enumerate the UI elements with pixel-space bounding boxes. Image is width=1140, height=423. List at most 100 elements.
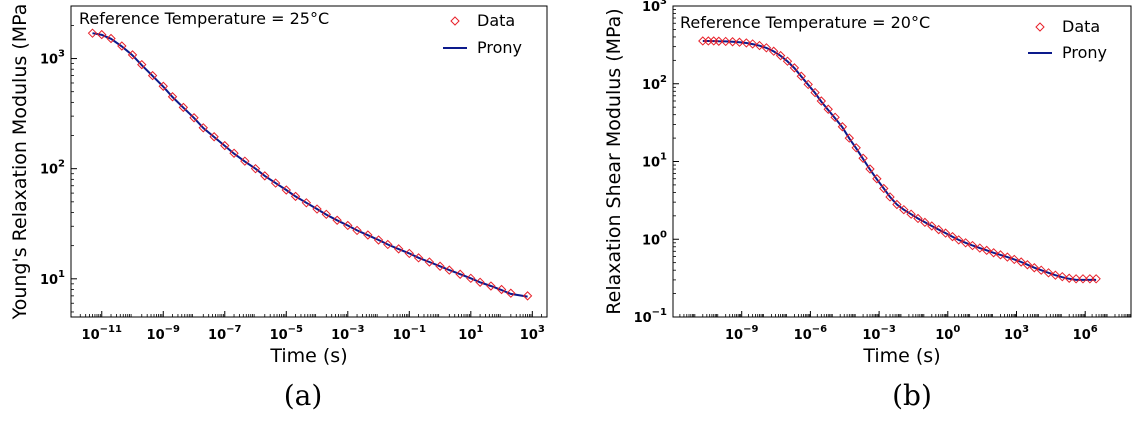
data-point — [312, 204, 322, 214]
x-tick-label: 101 — [458, 324, 483, 343]
x-tick-label: 103 — [1004, 324, 1029, 343]
data-point — [803, 79, 813, 90]
data-point — [858, 153, 868, 163]
legend: Data Prony — [443, 11, 522, 57]
data-point — [1016, 257, 1026, 267]
data-point — [106, 33, 116, 44]
y-axis-label: Young's Relaxation Modulus (MPa — [9, 4, 31, 321]
reference-temperature-annotation: Reference Temperature = 20°C — [680, 13, 930, 32]
x-tick-label: 10−9 — [725, 324, 758, 343]
data-point — [927, 221, 937, 231]
data-point — [720, 36, 731, 47]
data-point — [761, 43, 772, 53]
data-point — [363, 230, 373, 240]
data-point — [290, 191, 301, 202]
data-point — [954, 235, 964, 245]
data-point — [127, 50, 138, 60]
prony-series-line — [702, 40, 1097, 281]
data-point — [167, 92, 178, 102]
data-point — [301, 198, 312, 208]
x-axis-ticks: 10−9 10−6 10−3 100 103 106 — [725, 311, 1098, 343]
data-point — [496, 284, 507, 295]
data-point — [920, 217, 930, 228]
x-tick-label: 10−5 — [270, 324, 303, 343]
plot-frame — [672, 5, 1132, 318]
chart-panel-b: 10−9 10−6 10−3 100 103 106 10−1 100 101 102 103 Ref… — [603, 0, 1132, 412]
data-point — [1057, 271, 1068, 282]
legend-data-label: Data — [477, 11, 515, 30]
y-axis-label: Relaxation Shear Modulus (MPa) — [603, 8, 625, 314]
subfigure-label: (a) — [284, 379, 323, 412]
data-point — [506, 288, 516, 298]
legend-data-label: Data — [1062, 17, 1100, 36]
data-point — [475, 277, 485, 287]
data-point — [913, 213, 923, 224]
y-tick-label: 102 — [642, 74, 667, 93]
x-axis-label: Time (s) — [269, 345, 347, 367]
prony-series-line — [92, 32, 528, 298]
data-point — [486, 281, 496, 291]
data-point — [178, 102, 189, 113]
data-point — [1085, 274, 1095, 284]
data-point — [947, 231, 958, 242]
x-tick-label: 10−3 — [331, 324, 364, 343]
data-point — [250, 163, 261, 174]
y-axis-ticks: 101 102 103 — [40, 49, 77, 288]
data-point — [220, 140, 230, 151]
data-point — [240, 156, 250, 166]
data-point — [352, 225, 362, 236]
y-tick-label: 102 — [40, 159, 65, 178]
data-point — [975, 243, 985, 253]
data-point — [229, 148, 239, 158]
data-point — [1002, 252, 1013, 262]
data-point — [1064, 273, 1074, 283]
data-series — [698, 36, 1101, 284]
data-point — [198, 123, 208, 133]
data-point — [147, 70, 158, 81]
x-tick-label: 10−11 — [82, 324, 122, 343]
data-point — [343, 220, 353, 231]
data-point — [960, 238, 971, 248]
legend-data-marker — [1035, 22, 1045, 32]
data-point — [823, 104, 833, 114]
data-point — [830, 112, 840, 123]
data-point — [734, 37, 745, 47]
data-point — [940, 228, 951, 238]
data-point — [995, 250, 1006, 260]
data-point — [851, 143, 861, 153]
data-point — [466, 273, 476, 284]
x-tick-label: 10−1 — [393, 324, 426, 343]
data-point — [1043, 268, 1054, 278]
y-tick-label: 100 — [642, 229, 667, 248]
data-point — [906, 209, 916, 219]
legend-data-marker — [450, 16, 460, 26]
data-point — [404, 248, 415, 259]
data-point — [782, 56, 793, 66]
x-axis-ticks: 10−11 10−9 10−7 10−5 10−3 10−1 101 103 — [82, 311, 545, 343]
data-point — [87, 28, 98, 38]
data-point — [775, 50, 786, 61]
data-point — [1022, 260, 1033, 270]
data-point — [424, 257, 435, 267]
subfigure-label: (b) — [892, 379, 932, 412]
data-point — [1078, 274, 1088, 284]
data-point — [1036, 265, 1046, 275]
y-tick-label: 101 — [40, 269, 65, 288]
plot-frame — [70, 5, 548, 318]
data-point — [393, 244, 404, 254]
x-tick-label: 100 — [935, 324, 960, 343]
data-point — [796, 71, 806, 81]
data-point — [714, 36, 724, 46]
x-tick-label: 10−6 — [794, 324, 827, 343]
data-point — [844, 133, 855, 143]
data-point — [281, 185, 291, 195]
data-point — [1029, 263, 1040, 273]
data-point — [885, 192, 895, 202]
x-tick-label: 10−9 — [147, 324, 180, 343]
x-tick-label: 106 — [1073, 324, 1098, 343]
data-point — [209, 132, 219, 142]
x-tick-label: 103 — [520, 324, 545, 343]
data-point — [967, 240, 978, 251]
y-tick-label: 103 — [40, 49, 65, 68]
